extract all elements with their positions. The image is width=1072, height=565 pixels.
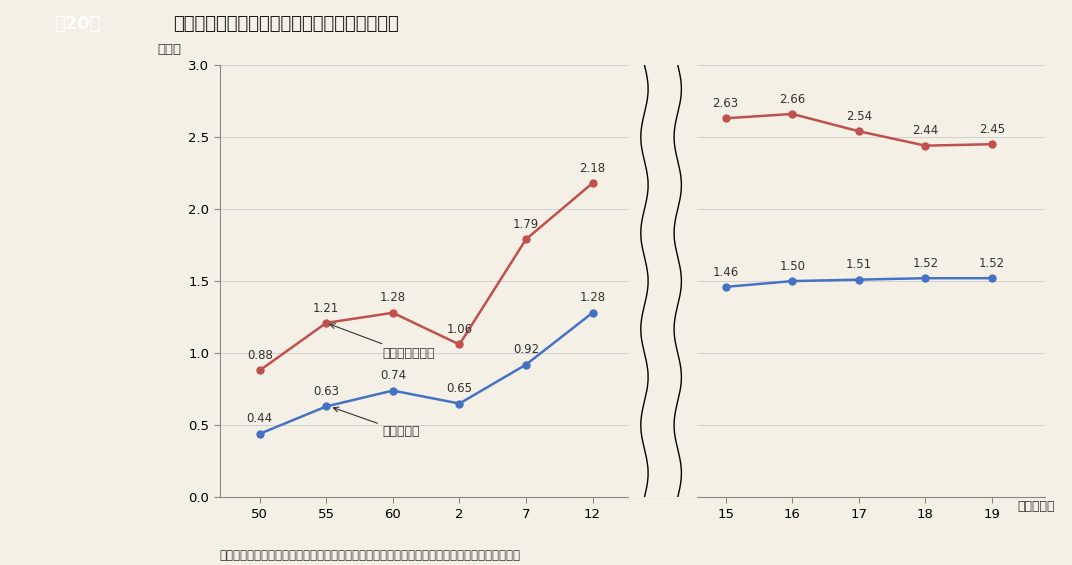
Text: 1.79: 1.79 — [512, 218, 539, 231]
Text: 2.44: 2.44 — [912, 124, 938, 137]
Text: 第20図: 第20図 — [55, 15, 101, 33]
Text: 1.28: 1.28 — [580, 292, 606, 305]
Text: （注）　地方債現在高は、特定資金公共事業債及び特定資金公共投資事業債を除いた額である。: （注） 地方債現在高は、特定資金公共事業債及び特定資金公共投資事業債を除いた額で… — [220, 549, 521, 562]
Text: 0.63: 0.63 — [313, 385, 339, 398]
Text: 地方債現在高の歳入総額等に対する割合の推移: 地方債現在高の歳入総額等に対する割合の推移 — [174, 15, 399, 33]
Text: 0.92: 0.92 — [512, 344, 539, 357]
Text: 2.45: 2.45 — [979, 123, 1006, 136]
Text: 0.44: 0.44 — [247, 412, 272, 425]
Text: 1.52: 1.52 — [912, 257, 938, 270]
Text: 2.18: 2.18 — [580, 162, 606, 175]
Text: 1.21: 1.21 — [313, 302, 340, 315]
Text: 2.63: 2.63 — [713, 97, 739, 110]
Text: 1.06: 1.06 — [446, 323, 473, 336]
Text: 2.54: 2.54 — [846, 110, 872, 123]
Text: 1.46: 1.46 — [713, 266, 739, 279]
Text: （倍）: （倍） — [158, 44, 182, 57]
Text: 2.66: 2.66 — [779, 93, 805, 106]
Text: 対一般財源総額: 対一般財源総額 — [330, 324, 435, 360]
Text: 1.28: 1.28 — [379, 292, 406, 305]
Text: 0.88: 0.88 — [247, 349, 272, 362]
Text: 対歳入総額: 対歳入総額 — [333, 407, 420, 438]
Text: 0.74: 0.74 — [379, 370, 406, 383]
Text: 1.50: 1.50 — [779, 260, 805, 273]
Text: （年度末）: （年度末） — [1017, 500, 1055, 513]
Text: 1.52: 1.52 — [979, 257, 1006, 270]
Text: 0.65: 0.65 — [446, 382, 473, 395]
Text: 1.51: 1.51 — [846, 258, 872, 271]
